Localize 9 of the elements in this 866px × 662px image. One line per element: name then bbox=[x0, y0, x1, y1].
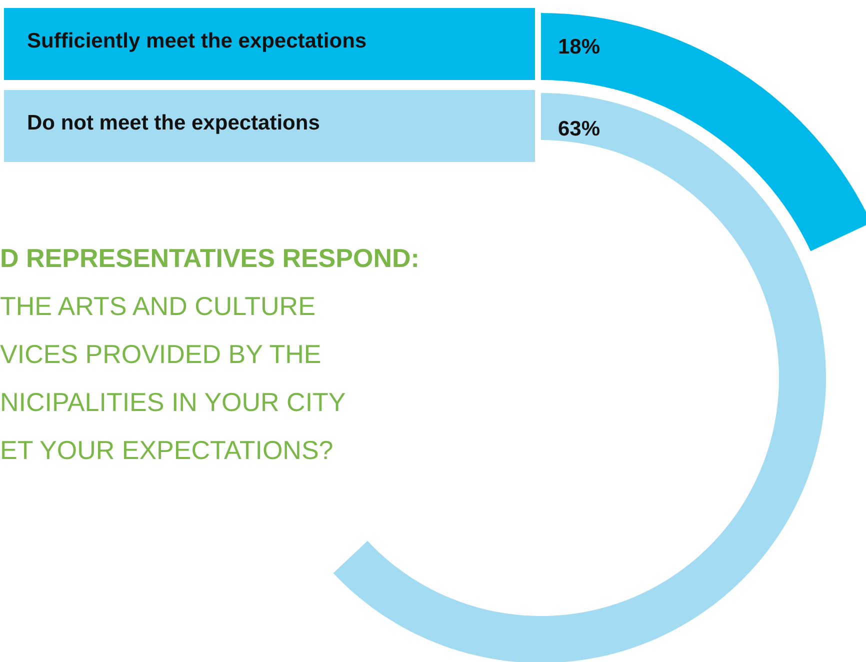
data-label: 18% bbox=[558, 36, 600, 59]
text: D REPRESENTATIVES RESPOND: bbox=[0, 243, 420, 273]
text: THE ARTS AND CULTURE bbox=[0, 291, 316, 321]
text: VICES PROVIDED BY THE bbox=[0, 339, 322, 369]
category-label: Do not meet the expectations bbox=[27, 112, 320, 135]
category-label: Sufficiently meet the expectations bbox=[27, 30, 367, 53]
text: ET YOUR EXPECTATIONS? bbox=[0, 435, 334, 465]
data-label: 63% bbox=[558, 118, 600, 141]
text: NICIPALITIES IN YOUR CITY bbox=[0, 387, 346, 417]
